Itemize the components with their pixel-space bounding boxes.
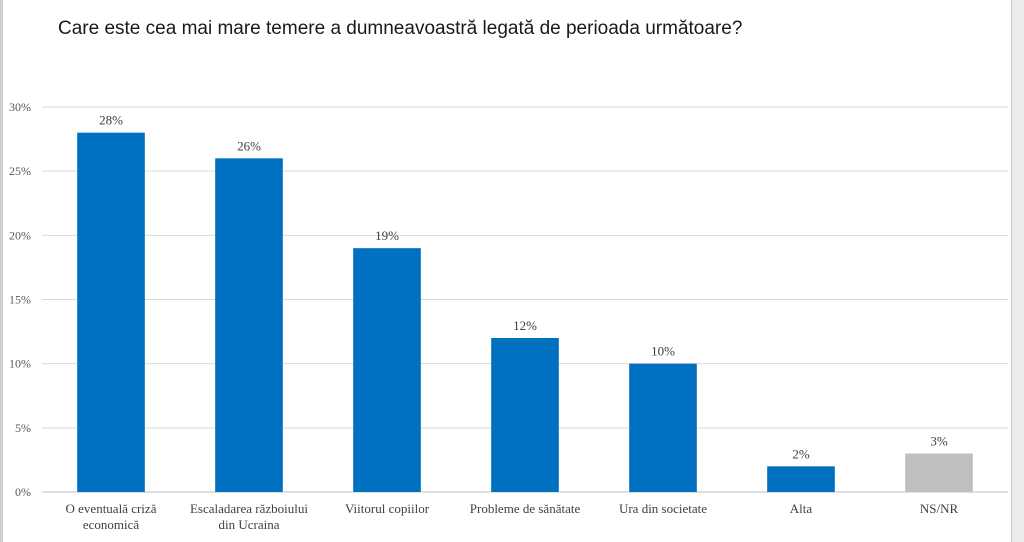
bar <box>215 158 283 493</box>
data-label: 3% <box>930 434 948 449</box>
y-tick-label: 30% <box>9 100 31 114</box>
x-tick-label: Ura din societate <box>619 501 707 516</box>
x-tick-label-line: Viitorul copiilor <box>345 501 430 516</box>
bar <box>491 338 559 492</box>
y-tick-label: 25% <box>9 164 31 178</box>
data-label: 28% <box>99 113 123 128</box>
chart-title: Care este cea mai mare temere a dumneavo… <box>58 18 743 39</box>
bar <box>77 132 145 492</box>
data-label: 26% <box>237 138 261 153</box>
bar <box>629 363 697 492</box>
x-tick-label: Viitorul copiilor <box>345 501 430 516</box>
x-tick-label: Probleme de sănătate <box>470 501 581 516</box>
x-tick-label-line: Escaladarea războiului <box>190 501 308 516</box>
bars-layer <box>77 132 973 493</box>
data-label: 10% <box>651 344 675 359</box>
bar <box>905 453 973 492</box>
window-left-edge <box>0 0 3 542</box>
x-tick-label-line: din Ucraina <box>218 517 279 532</box>
x-tick-label: Escaladarea războiului din Ucraina <box>190 501 308 532</box>
data-label: 19% <box>375 228 399 243</box>
y-tick-label: 20% <box>9 228 31 242</box>
y-tick-label: 15% <box>9 293 31 307</box>
data-label: 2% <box>792 446 810 461</box>
x-tick-label-line: economică <box>83 517 140 532</box>
x-tick-label-line: NS/NR <box>920 501 959 516</box>
x-tick-label-line: Ura din societate <box>619 501 707 516</box>
x-tick-label-line: Probleme de sănătate <box>470 501 581 516</box>
x-tick-label: Alta <box>790 501 813 516</box>
bar <box>353 248 421 492</box>
x-tick-label: O eventuală criză economică <box>66 501 157 532</box>
x-tick-label-line: Alta <box>790 501 813 516</box>
window-right-edge <box>1011 0 1024 542</box>
x-tick-label: NS/NR <box>920 501 959 516</box>
x-tick-label-line: O eventuală criză <box>66 501 157 516</box>
labels-layer: 0% 5% 10% 15% 20% 25% 30% 28% O eventuală criză e… <box>9 100 958 532</box>
data-label: 12% <box>513 318 537 333</box>
y-tick-label: 10% <box>9 357 31 371</box>
y-tick-label: 5% <box>15 421 31 435</box>
bar <box>767 466 835 492</box>
y-tick-label: 0% <box>15 485 31 499</box>
